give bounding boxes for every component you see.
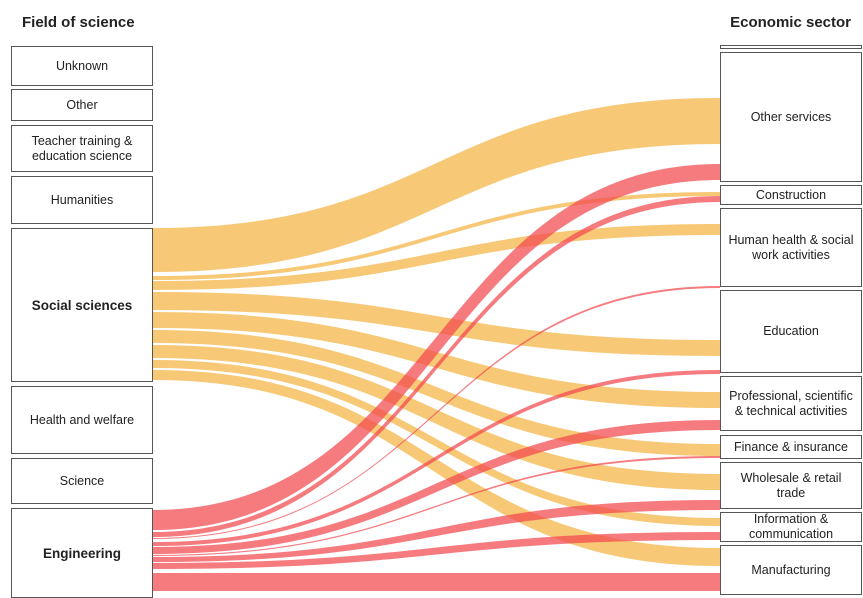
node-education: Education — [720, 290, 862, 373]
flow-engineering-to-human-health — [153, 286, 720, 539]
node-humanities: Humanities — [11, 176, 153, 224]
left-axis-title: Field of science — [22, 14, 135, 31]
flow-social-to-construction — [153, 192, 720, 280]
node-construction: Construction — [720, 185, 862, 205]
node-professional-scientific: Professional, scientific & technical act… — [720, 376, 862, 431]
flow-engineering-to-construction — [153, 196, 720, 537]
node-other: Other — [11, 89, 153, 121]
flow-engineering-to-professional — [153, 420, 720, 554]
flow-engineering-to-wholesale — [153, 500, 720, 562]
flow-social-to-education — [153, 292, 720, 356]
flow-engineering-to-education — [153, 370, 720, 546]
flow-engineering-to-manufacturing — [153, 573, 720, 591]
flow-social-to-human-health — [153, 224, 720, 290]
flow-social-to-manufacturing — [153, 370, 720, 566]
flow-social-to-information — [153, 360, 720, 526]
node-manufacturing: Manufacturing — [720, 545, 862, 595]
flow-engineering-to-other-services — [153, 164, 720, 530]
node-other-services: Other services — [720, 52, 862, 182]
node-unknown: Unknown — [11, 46, 153, 86]
node-information-communication: Information & communication — [720, 512, 862, 542]
flow-social-to-wholesale — [153, 345, 720, 490]
node-wholesale-retail: Wholesale & retail trade — [720, 462, 862, 509]
node-social-sciences: Social sciences — [11, 228, 153, 382]
node-engineering: Engineering — [11, 508, 153, 598]
node-human-health: Human health & social work activities — [720, 208, 862, 287]
node-health-welfare: Health and welfare — [11, 386, 153, 454]
flow-engineering-to-finance — [153, 456, 720, 556]
flow-social-to-other-services — [153, 98, 720, 272]
node-finance-insurance: Finance & insurance — [720, 435, 862, 459]
flow-social-to-professional — [153, 312, 720, 408]
right-axis-title: Economic sector — [730, 14, 851, 31]
flow-engineering-to-information — [153, 532, 720, 569]
node-teacher-training: Teacher training & education science — [11, 125, 153, 172]
flow-social-to-finance — [153, 330, 720, 456]
node-right-top — [720, 45, 862, 49]
node-science: Science — [11, 458, 153, 504]
